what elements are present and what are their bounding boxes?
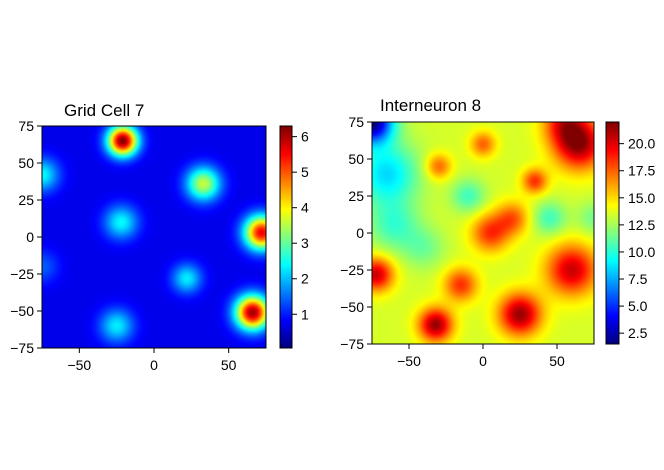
heatmap-image [42,126,266,348]
y-tick-label: 50 [348,151,364,167]
colorbar-tick-label: 3 [301,235,309,251]
colorbar-tick-label: 20.0 [628,136,655,152]
x-tick-label: 50 [221,357,237,373]
y-axis: 75 50 25 0 −25 −50 −75 [10,118,42,356]
colorbar-tick-label: 1 [301,306,309,322]
chart-interneuron: Interneuron 8 −50 0 50 75 50 25 0 −25 −50 −75 2.… [340,96,655,369]
y-tick-label: −25 [10,266,34,282]
colorbar-tick-label: 12.5 [628,217,655,233]
chart-grid-cell: Grid Cell 7 −50 0 50 75 50 25 0 −25 −50 −75 1 2 3 4… [10,101,309,373]
colorbar-tick-label: 6 [301,129,309,145]
y-tick-label: −50 [340,299,364,315]
y-tick-label: −75 [10,340,34,356]
colorbar-axis: 2.5 5.0 7.5 10.0 12.5 15.0 17.5 20.0 [619,136,655,341]
colorbar-tick-label: 4 [301,200,309,216]
colorbar-tick-label: 7.5 [628,271,648,287]
x-tick-label: 0 [150,357,158,373]
y-tick-label: −25 [340,262,364,278]
heatmap-image [372,122,594,344]
x-axis: −50 0 50 [397,344,565,369]
chart-title: Grid Cell 7 [64,101,144,120]
y-tick-label: 0 [26,229,34,245]
x-tick-label: −50 [397,353,421,369]
colorbar-image [280,126,292,348]
x-tick-label: −50 [67,357,91,373]
y-tick-label: 0 [356,225,364,241]
y-tick-label: 25 [348,188,364,204]
y-tick-label: −50 [10,303,34,319]
y-axis: 75 50 25 0 −25 −50 −75 [340,114,372,352]
y-tick-label: 75 [18,118,34,134]
colorbar-tick-label: 5 [301,164,309,180]
colorbar-tick-label: 2.5 [628,325,648,341]
y-tick-label: 25 [18,192,34,208]
colorbar-image [606,122,619,344]
colorbar-tick-label: 10.0 [628,244,655,260]
y-tick-label: 50 [18,155,34,171]
colorbar-tick-label: 17.5 [628,163,655,179]
x-tick-label: 50 [549,353,565,369]
y-tick-label: −75 [340,336,364,352]
chart-title: Interneuron 8 [380,96,481,115]
colorbar-axis: 1 2 3 4 5 6 [292,129,309,322]
colorbar-tick-label: 5.0 [628,298,648,314]
y-tick-label: 75 [348,114,364,130]
x-tick-label: 0 [479,353,487,369]
colorbar-frame [605,121,620,345]
colorbar-tick-label: 15.0 [628,190,655,206]
colorbar-frame [279,125,293,349]
colorbar-tick-label: 2 [301,271,309,287]
x-axis: −50 0 50 [67,348,237,373]
